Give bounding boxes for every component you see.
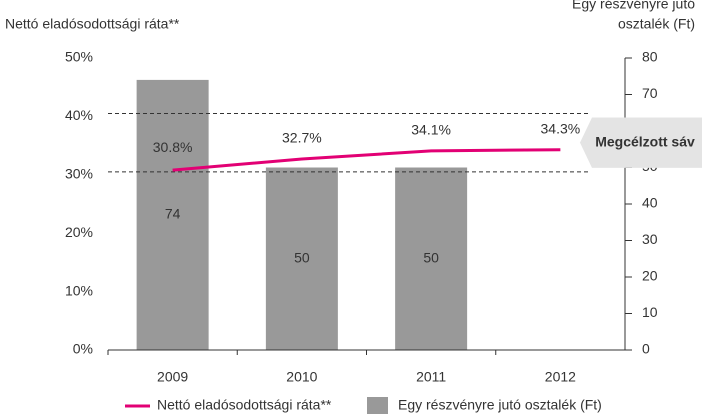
bar — [395, 167, 468, 350]
target-band-label: Megcélzott sáv — [595, 133, 695, 149]
legend-swatch — [367, 397, 388, 414]
y-tick-label: 0% — [73, 341, 93, 357]
bar-label: 50 — [423, 249, 439, 265]
y2-tick-label: 20 — [642, 268, 658, 284]
line-label: 32.7% — [282, 130, 322, 146]
x-tick-label: 2009 — [157, 369, 188, 385]
line-label: 34.1% — [411, 122, 451, 138]
y2-tick-label: 80 — [642, 49, 658, 65]
y2-tick-label: 10 — [642, 304, 658, 320]
y-tick-label: 10% — [65, 282, 93, 298]
y-tick-label: 30% — [65, 166, 93, 182]
y2-tick-label: 70 — [642, 85, 658, 101]
y2-tick-label: 30 — [642, 231, 658, 247]
bar-label: 74 — [165, 206, 181, 222]
y2-tick-label: 40 — [642, 195, 658, 211]
y-tick-label: 50% — [65, 49, 93, 65]
line — [172, 148, 561, 172]
bar — [136, 79, 209, 351]
line-label: 34.3% — [541, 120, 581, 136]
bar-label: 50 — [294, 249, 310, 265]
line-label: 30.8% — [153, 139, 193, 155]
target-band-arrow — [580, 117, 702, 168]
legend-label: Egy részvényre jutó osztalék (Ft) — [398, 397, 602, 413]
y2-tick-label: 0 — [642, 341, 650, 357]
y2-axis-title: osztalék (Ft) — [618, 16, 695, 32]
bar — [265, 167, 338, 350]
legend-label: Nettó eladósodottsági ráta** — [157, 397, 332, 413]
x-tick-label: 2011 — [416, 369, 446, 385]
y2-axis-title: Egy részvényre jutó — [572, 0, 695, 12]
x-tick-label: 2010 — [286, 369, 317, 385]
y-tick-label: 20% — [65, 224, 93, 240]
x-tick-label: 2012 — [545, 369, 576, 385]
y-tick-label: 40% — [65, 107, 93, 123]
y-axis-title: Nettó eladósodottsági ráta** — [5, 16, 180, 32]
